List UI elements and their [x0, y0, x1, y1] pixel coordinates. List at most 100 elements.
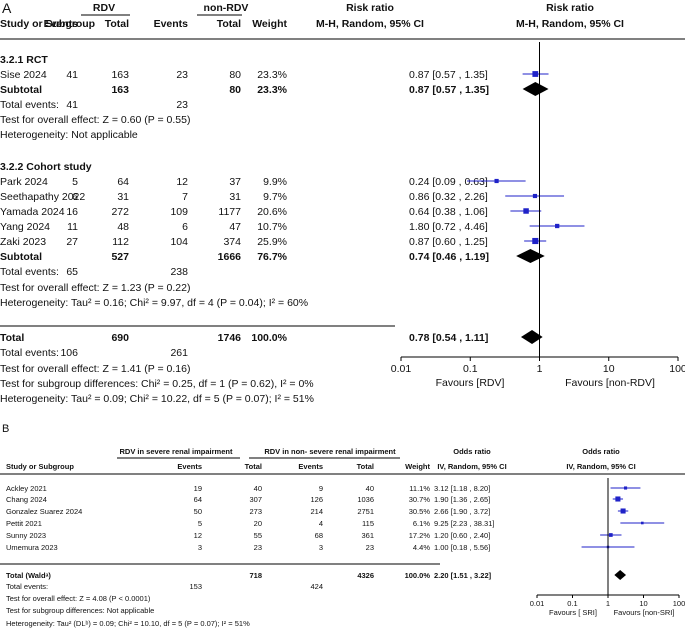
study-name: Gonzalez Suarez 2024: [6, 507, 82, 516]
point-estimate-marker-b-0: [623, 486, 628, 490]
total-col-header: Total: [357, 462, 374, 471]
x-tick-label: 1: [537, 363, 543, 375]
non-severe-events: 4: [319, 519, 323, 528]
non-severe-events: 214: [310, 507, 323, 516]
severe-events: 12: [194, 531, 202, 540]
study-name: Pettit 2021: [6, 519, 42, 528]
study-name: Sise 2024: [0, 69, 47, 81]
total-events-non-severe: 424: [310, 582, 323, 591]
subtotal-ci-value: 0.74 [0.46 , 1.19]: [409, 251, 489, 263]
weight-value: 25.9%: [257, 236, 287, 248]
severe-total: 307: [249, 495, 262, 504]
effect-ci-value: 2.66 [1.90 , 3.72]: [434, 507, 490, 516]
overall-diamond-b: [614, 570, 627, 580]
overall-severe-total: 718: [249, 571, 262, 580]
severe-total: 273: [249, 507, 262, 516]
study-name: Umemura 2023: [6, 543, 58, 552]
weight-col-header: Weight: [405, 462, 430, 471]
point-estimate-marker-b-4: [608, 533, 613, 537]
effect-ci-value: 9.25 [2.23 , 38.31]: [434, 519, 494, 528]
severe-events: 3: [198, 543, 202, 552]
favours-right-label: Favours [non-SRI]: [614, 608, 675, 617]
test-note: Heterogeneity: Tau² = 0.16; Chi² = 9.97,…: [0, 297, 308, 309]
subtotal-weight: 23.3%: [257, 84, 287, 96]
x-tick-label: 1: [606, 599, 610, 608]
weight-col-header: Weight: [252, 18, 287, 30]
weight-value: 20.6%: [257, 206, 287, 218]
favours-left-label: Favours [ SRI]: [549, 608, 597, 617]
x-tick-label: 100: [673, 599, 685, 608]
subtotal-weight: 76.7%: [257, 251, 287, 263]
total-events-non-rdv: 238: [170, 266, 188, 278]
x-tick-label: 0.01: [391, 363, 412, 375]
subtotal-ci-value: 0.87 [0.57 , 1.35]: [409, 84, 489, 96]
effect-title: Odds ratio: [453, 447, 491, 456]
rdv-events: 27: [66, 236, 78, 248]
events-col-header: Events: [44, 18, 79, 30]
panel-label-b: B: [2, 423, 9, 435]
total-events-non-rdv: 23: [176, 99, 188, 111]
study-name: Seethapathy 2022: [0, 191, 85, 203]
non-rdv-events: 12: [176, 176, 188, 188]
study-name: Yang 2024: [0, 221, 50, 233]
severe-events: 5: [198, 519, 202, 528]
x-tick-label: 10: [603, 363, 615, 375]
overall-effect-note: Test for overall effect: Z = 4.08 (P < 0…: [6, 594, 151, 603]
total-col-header: Total: [245, 462, 262, 471]
group2-header: RDV in non- severe renal impairment: [264, 447, 396, 456]
weight-value: 30.7%: [409, 495, 431, 504]
plot-method-header: IV, Random, 95% CI: [566, 462, 635, 471]
severe-total: 55: [254, 531, 262, 540]
effect-ci-value: 1.80 [0.72 , 4.46]: [409, 221, 488, 233]
x-tick-label: 0.01: [530, 599, 545, 608]
study-name: Zaki 2023: [0, 236, 46, 248]
non-severe-total: 361: [361, 531, 374, 540]
non-severe-events: 68: [315, 531, 323, 540]
x-tick-label: 0.1: [567, 599, 577, 608]
total-events-rdv: 106: [60, 347, 78, 359]
events-col-header: Events: [298, 462, 323, 471]
point-estimate-marker-b-1: [615, 496, 621, 502]
events-col-header: Events: [154, 18, 189, 30]
effect-ci-value: 0.64 [0.38 , 1.06]: [409, 206, 488, 218]
subtotal-label: Subtotal: [0, 84, 42, 96]
overall-ci-value: 2.20 [1.51 , 3.22]: [434, 571, 492, 580]
overall-weight: 100.0%: [405, 571, 431, 580]
subgroup-diff-note: Test for subgroup differences: Chi² = 0.…: [0, 378, 314, 390]
severe-total: 40: [254, 484, 262, 493]
overall-weight: 100.0%: [251, 332, 287, 344]
subgroup-title: 3.2.1 RCT: [0, 54, 48, 66]
study-name: Park 2024: [0, 176, 48, 188]
panel-label-a: A: [2, 0, 12, 16]
non-severe-total: 23: [366, 543, 374, 552]
group2-header: non-RDV: [204, 2, 249, 14]
weight-value: 9.7%: [263, 191, 287, 203]
x-tick-label: 10: [639, 599, 647, 608]
weight-value: 4.4%: [413, 543, 430, 552]
overall-ci-value: 0.78 [0.54 , 1.11]: [409, 332, 488, 344]
group1-header: RDV: [93, 2, 115, 14]
point-estimate-marker-5: [532, 237, 539, 245]
rdv-events: 11: [67, 221, 78, 233]
non-rdv-total: 31: [229, 191, 241, 203]
effect-title: Risk ratio: [346, 2, 394, 14]
favours-left-label: Favours [RDV]: [436, 377, 505, 389]
rdv-total: 272: [111, 206, 129, 218]
rdv-events: 5: [72, 176, 78, 188]
point-estimate-marker-2: [532, 193, 538, 199]
subtotal-rdv-total: 163: [111, 84, 129, 96]
total-events-severe: 153: [189, 582, 202, 591]
overall-rdv-total: 690: [111, 332, 129, 344]
total-events-label: Total events:: [0, 266, 59, 278]
non-rdv-total: 374: [223, 236, 241, 248]
overall-effect-note: Test for overall effect: Z = 1.41 (P = 0…: [0, 363, 190, 375]
non-severe-events: 126: [310, 495, 323, 504]
point-estimate-marker-0: [532, 71, 539, 77]
subtotal-rdv-total: 527: [111, 251, 129, 263]
rdv-total: 64: [117, 176, 129, 188]
overall-diamond-a: [520, 330, 543, 344]
total-col-header: Total: [217, 18, 241, 30]
weight-value: 11.1%: [409, 484, 430, 493]
study-name: Sunny 2023: [6, 531, 46, 540]
events-col-header: Events: [177, 462, 202, 471]
